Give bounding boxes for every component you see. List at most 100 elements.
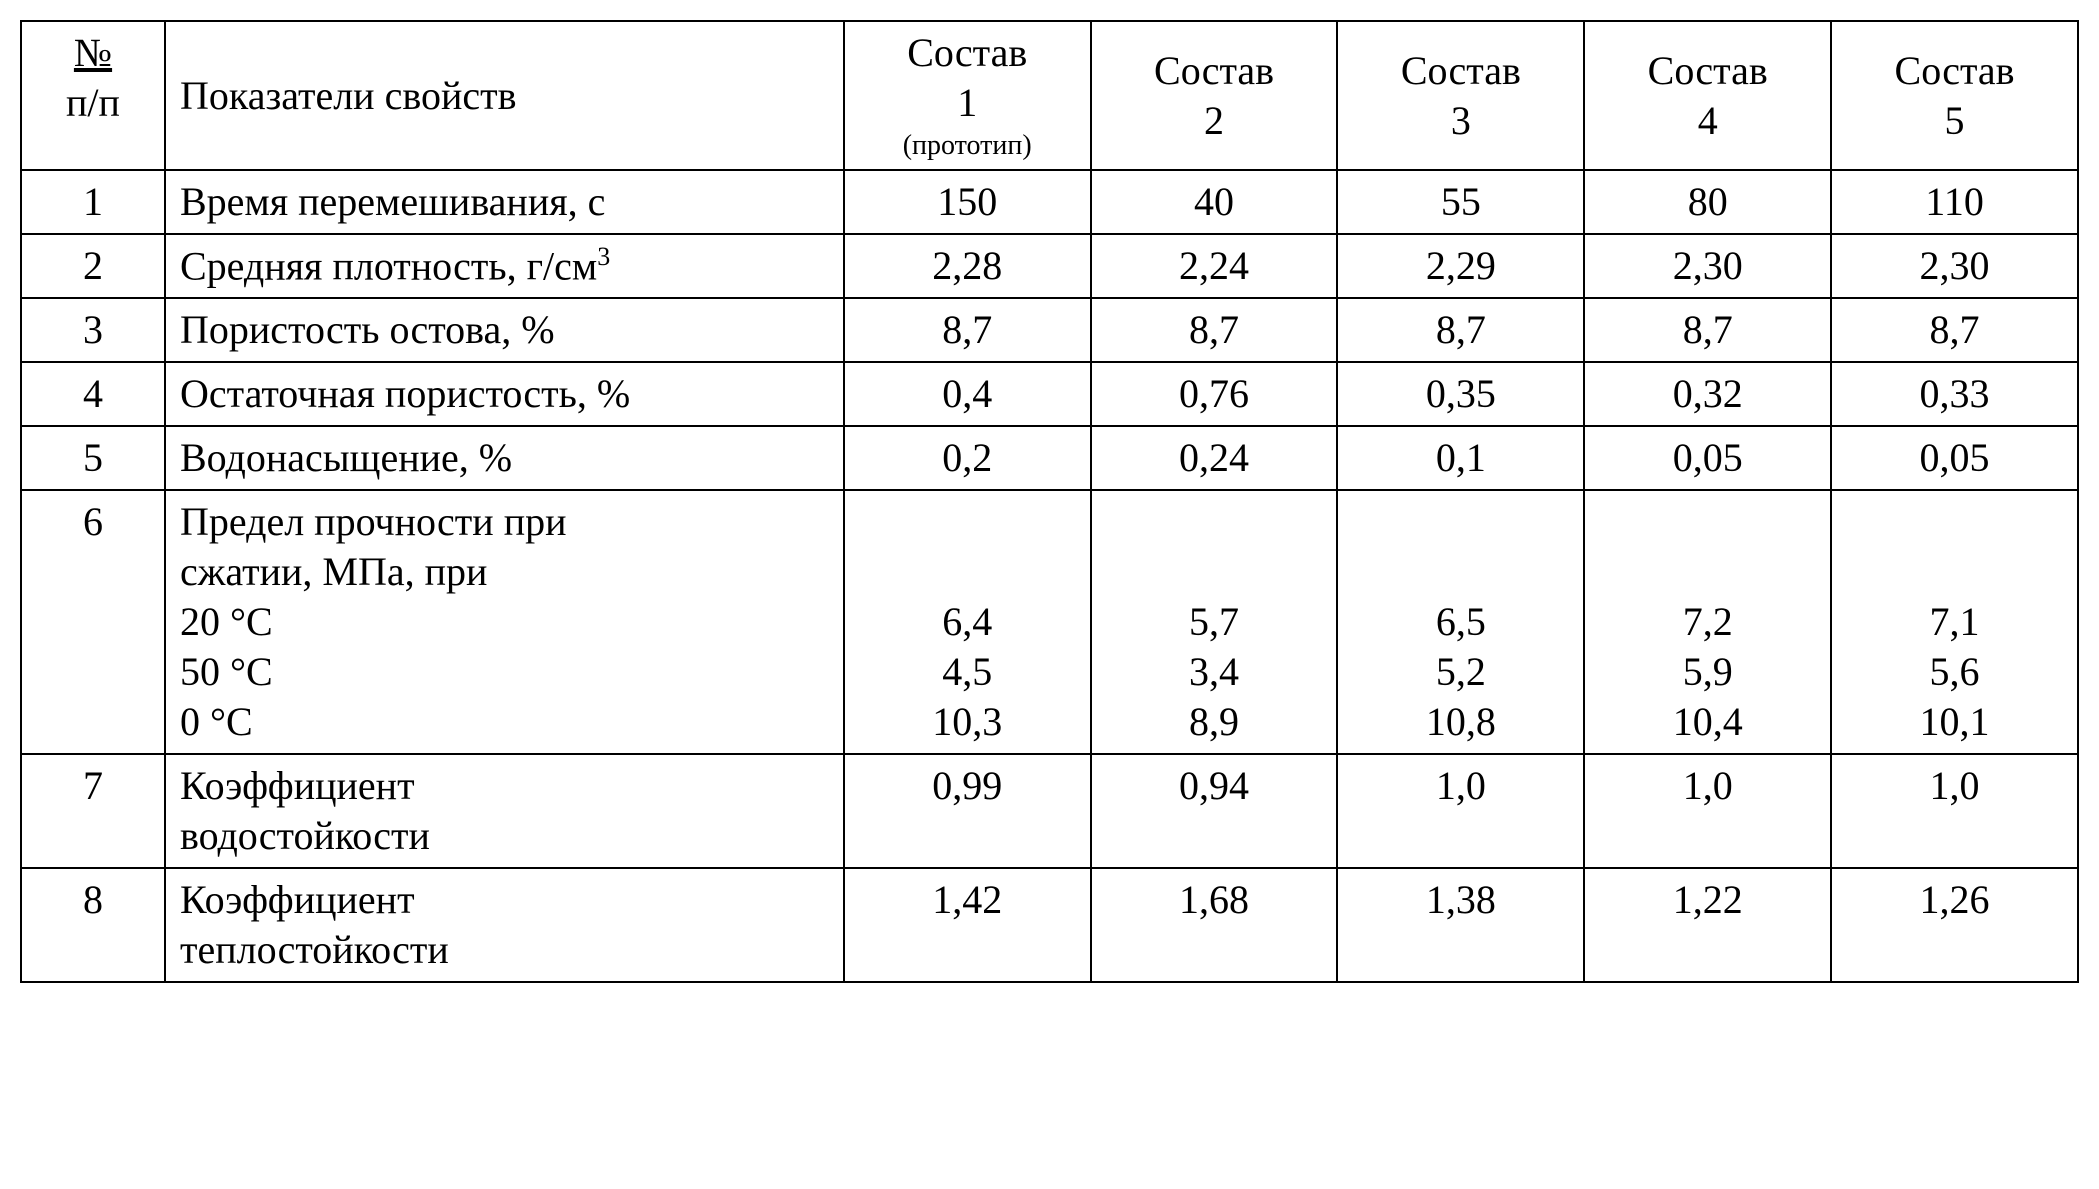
row-label: Предел прочности при сжатии, МПа, при 20… — [165, 490, 844, 754]
table-row: 5 Водонасыщение, % 0,2 0,24 0,1 0,05 0,0… — [21, 426, 2078, 490]
row-val-c4: 0,32 — [1584, 362, 1831, 426]
header-c4-l1: Состав — [1648, 48, 1768, 93]
row6-c5-l3: 7,1 — [1846, 597, 2063, 647]
header-label: Показатели свойств — [165, 21, 844, 170]
row-val-c3: 1,38 — [1337, 868, 1584, 982]
table-header-row: № п/п Показатели свойств Состав 1 (прото… — [21, 21, 2078, 170]
row6-c1-l5: 10,3 — [859, 697, 1076, 747]
row8-label-l1: Коэффициент — [180, 875, 829, 925]
header-c2-l1: Состав — [1154, 48, 1274, 93]
row6-c4-l3: 7,2 — [1599, 597, 1816, 647]
row6-label-l2: сжатии, МПа, при — [180, 547, 829, 597]
row-num: 5 — [21, 426, 165, 490]
row-val-c3: 6,5 5,2 10,8 — [1337, 490, 1584, 754]
row-label-pre: Средняя плотность, г/см — [180, 243, 597, 288]
header-c1-l1: Состав — [907, 30, 1027, 75]
row-val-c1: 8,7 — [844, 298, 1091, 362]
row-val-c1: 0,99 — [844, 754, 1091, 868]
row-val-c1: 6,4 4,5 10,3 — [844, 490, 1091, 754]
header-c3: Состав 3 — [1337, 21, 1584, 170]
row-val-c2: 1,68 — [1091, 868, 1338, 982]
table-row: 2 Средняя плотность, г/см3 2,28 2,24 2,2… — [21, 234, 2078, 298]
row-num: 6 — [21, 490, 165, 754]
row6-c5-l4: 5,6 — [1846, 647, 2063, 697]
row-val-c2: 0,94 — [1091, 754, 1338, 868]
row-val-c3: 2,29 — [1337, 234, 1584, 298]
row-label-sup: 3 — [597, 242, 610, 271]
header-num-sub: п/п — [66, 80, 120, 125]
row6-c2-l5: 8,9 — [1106, 697, 1323, 747]
header-c1-l2: 1 — [957, 80, 977, 125]
row-val-c5: 110 — [1831, 170, 2078, 234]
header-c2-l2: 2 — [1204, 98, 1224, 143]
table-row: 7 Коэффициент водостойкости 0,99 0,94 1,… — [21, 754, 2078, 868]
row-num: 4 — [21, 362, 165, 426]
row-val-c3: 8,7 — [1337, 298, 1584, 362]
row-label: Коэффициент теплостойкости — [165, 868, 844, 982]
row6-label-l4: 50 °С — [180, 647, 829, 697]
table-row: 8 Коэффициент теплостойкости 1,42 1,68 1… — [21, 868, 2078, 982]
row-val-c2: 8,7 — [1091, 298, 1338, 362]
header-c2: Состав 2 — [1091, 21, 1338, 170]
row-num: 7 — [21, 754, 165, 868]
row6-c4-l5: 10,4 — [1599, 697, 1816, 747]
header-c5: Состав 5 — [1831, 21, 2078, 170]
properties-table: № п/п Показатели свойств Состав 1 (прото… — [20, 20, 2079, 983]
row8-label-l2: теплостойкости — [180, 925, 829, 975]
header-c3-l2: 3 — [1451, 98, 1471, 143]
row-val-c5: 1,26 — [1831, 868, 2078, 982]
row-val-c4: 0,05 — [1584, 426, 1831, 490]
row-val-c3: 55 — [1337, 170, 1584, 234]
row-val-c1: 1,42 — [844, 868, 1091, 982]
row7-label-l1: Коэффициент — [180, 761, 829, 811]
row7-label-l2: водостойкости — [180, 811, 829, 861]
row-val-c4: 1,0 — [1584, 754, 1831, 868]
row-label: Пористость остова, % — [165, 298, 844, 362]
row6-c5-l5: 10,1 — [1846, 697, 2063, 747]
row-val-c2: 40 — [1091, 170, 1338, 234]
row-val-c2: 0,24 — [1091, 426, 1338, 490]
row-val-c4: 2,30 — [1584, 234, 1831, 298]
row6-c2-l4: 3,4 — [1106, 647, 1323, 697]
row-val-c5: 7,1 5,6 10,1 — [1831, 490, 2078, 754]
header-num-symbol: № — [74, 30, 112, 75]
row-val-c1: 150 — [844, 170, 1091, 234]
row-label: Время перемешивания, с — [165, 170, 844, 234]
header-c1: Состав 1 (прототип) — [844, 21, 1091, 170]
row-num: 1 — [21, 170, 165, 234]
row-num: 2 — [21, 234, 165, 298]
row-label: Водонасыщение, % — [165, 426, 844, 490]
row-val-c4: 7,2 5,9 10,4 — [1584, 490, 1831, 754]
row6-label-l3: 20 °С — [180, 597, 829, 647]
row-val-c3: 0,1 — [1337, 426, 1584, 490]
row-val-c5: 8,7 — [1831, 298, 2078, 362]
row-val-c3: 1,0 — [1337, 754, 1584, 868]
header-c5-l1: Состав — [1895, 48, 2015, 93]
table-row: 4 Остаточная пористость, % 0,4 0,76 0,35… — [21, 362, 2078, 426]
table-row: 3 Пористость остова, % 8,7 8,7 8,7 8,7 8… — [21, 298, 2078, 362]
table-row: 6 Предел прочности при сжатии, МПа, при … — [21, 490, 2078, 754]
row6-label-l5: 0 °С — [180, 697, 829, 747]
row-val-c5: 2,30 — [1831, 234, 2078, 298]
row-val-c1: 0,2 — [844, 426, 1091, 490]
header-num: № п/п — [21, 21, 165, 170]
row6-c3-l3: 6,5 — [1352, 597, 1569, 647]
row-val-c5: 0,33 — [1831, 362, 2078, 426]
row-label: Коэффициент водостойкости — [165, 754, 844, 868]
header-c3-l1: Состав — [1401, 48, 1521, 93]
row-val-c2: 5,7 3,4 8,9 — [1091, 490, 1338, 754]
row6-c1-l3: 6,4 — [859, 597, 1076, 647]
row-val-c5: 0,05 — [1831, 426, 2078, 490]
row6-c4-l4: 5,9 — [1599, 647, 1816, 697]
row-val-c2: 2,24 — [1091, 234, 1338, 298]
row-num: 3 — [21, 298, 165, 362]
header-c4: Состав 4 — [1584, 21, 1831, 170]
row-val-c1: 0,4 — [844, 362, 1091, 426]
row-val-c5: 1,0 — [1831, 754, 2078, 868]
row-label: Остаточная пористость, % — [165, 362, 844, 426]
row-val-c4: 80 — [1584, 170, 1831, 234]
header-c4-l2: 4 — [1698, 98, 1718, 143]
header-c5-l2: 5 — [1945, 98, 1965, 143]
row-label: Средняя плотность, г/см3 — [165, 234, 844, 298]
row6-c3-l4: 5,2 — [1352, 647, 1569, 697]
